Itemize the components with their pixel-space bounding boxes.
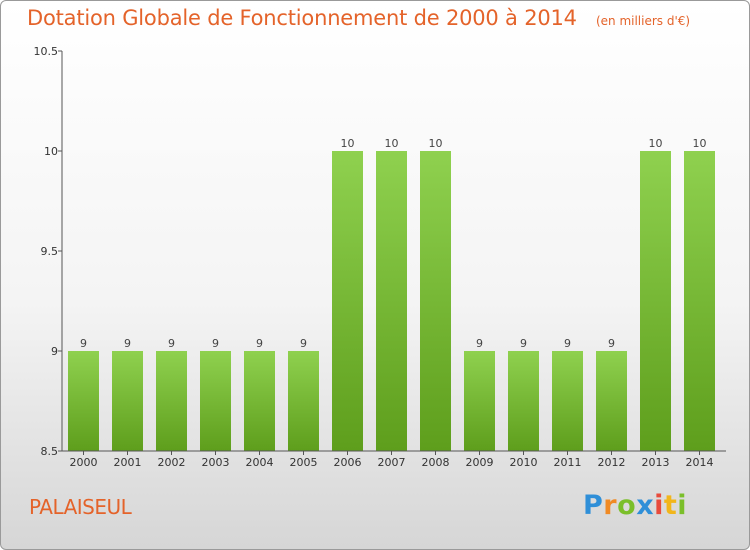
bar-2009 <box>464 351 495 451</box>
y-tick-label: 9 <box>51 345 58 358</box>
x-tick-label-2004: 2004 <box>246 456 274 469</box>
bar-2012 <box>596 351 627 451</box>
y-tick-label: 9.5 <box>41 245 59 258</box>
bar-2008 <box>420 151 451 451</box>
data-label-2000: 9 <box>80 337 87 350</box>
chart-title-block: Dotation Globale de Fonctionnement de 20… <box>27 6 690 30</box>
data-label-2003: 9 <box>212 337 219 350</box>
x-tick-label-2000: 2000 <box>70 456 98 469</box>
commune-name: PALAISEUL <box>29 495 132 519</box>
x-tick-label-2011: 2011 <box>554 456 582 469</box>
data-label-2002: 9 <box>168 337 175 350</box>
data-label-2008: 10 <box>429 137 443 150</box>
data-label-2013: 10 <box>649 137 663 150</box>
x-tick-label-2013: 2013 <box>642 456 670 469</box>
data-label-2014: 10 <box>693 137 707 150</box>
y-tick-label: 8.5 <box>41 445 59 458</box>
x-tick-label-2002: 2002 <box>158 456 186 469</box>
y-tick-label: 10.5 <box>34 45 59 58</box>
data-label-2010: 9 <box>520 337 527 350</box>
bar-2000 <box>68 351 99 451</box>
bar-2002 <box>156 351 187 451</box>
proxiti-logo[interactable]: Proxiti <box>583 490 687 521</box>
bar-2014 <box>684 151 715 451</box>
data-label-2009: 9 <box>476 337 483 350</box>
chart-subtitle: (en milliers d'€) <box>595 14 691 28</box>
bar-2010 <box>508 351 539 451</box>
logo-letter: i <box>677 490 688 521</box>
data-label-2004: 9 <box>256 337 263 350</box>
data-label-2006: 10 <box>341 137 355 150</box>
x-tick-label-2010: 2010 <box>510 456 538 469</box>
x-tick-label-2005: 2005 <box>290 456 318 469</box>
x-tick-label-2001: 2001 <box>114 456 142 469</box>
logo-letter: i <box>654 490 664 521</box>
bar-2005 <box>288 351 319 451</box>
data-label-2007: 10 <box>385 137 399 150</box>
data-label-2012: 9 <box>608 337 615 350</box>
bar-2013 <box>640 151 671 451</box>
data-label-2001: 9 <box>124 337 131 350</box>
x-tick-label-2014: 2014 <box>686 456 714 469</box>
x-tick-label-2008: 2008 <box>422 456 450 469</box>
logo-letter: o <box>617 490 637 521</box>
data-label-2005: 9 <box>300 337 307 350</box>
logo-letter: t <box>663 490 678 521</box>
bar-2001 <box>112 351 143 451</box>
data-label-2011: 9 <box>564 337 571 350</box>
x-tick-label-2007: 2007 <box>378 456 406 469</box>
y-tick-label: 10 <box>44 145 58 158</box>
bar-2004 <box>244 351 275 451</box>
chart-title: Dotation Globale de Fonctionnement de 20… <box>27 6 577 30</box>
bar-2006 <box>332 151 363 451</box>
x-tick-label-2006: 2006 <box>334 456 362 469</box>
logo-letter: x <box>636 490 655 521</box>
bar-2007 <box>376 151 407 451</box>
x-tick-label-2009: 2009 <box>466 456 494 469</box>
bar-2011 <box>552 351 583 451</box>
x-tick-label-2012: 2012 <box>598 456 626 469</box>
x-tick-label-2003: 2003 <box>202 456 230 469</box>
bar-2003 <box>200 351 231 451</box>
logo-letter: P <box>583 490 604 521</box>
logo-letter: r <box>603 490 618 521</box>
